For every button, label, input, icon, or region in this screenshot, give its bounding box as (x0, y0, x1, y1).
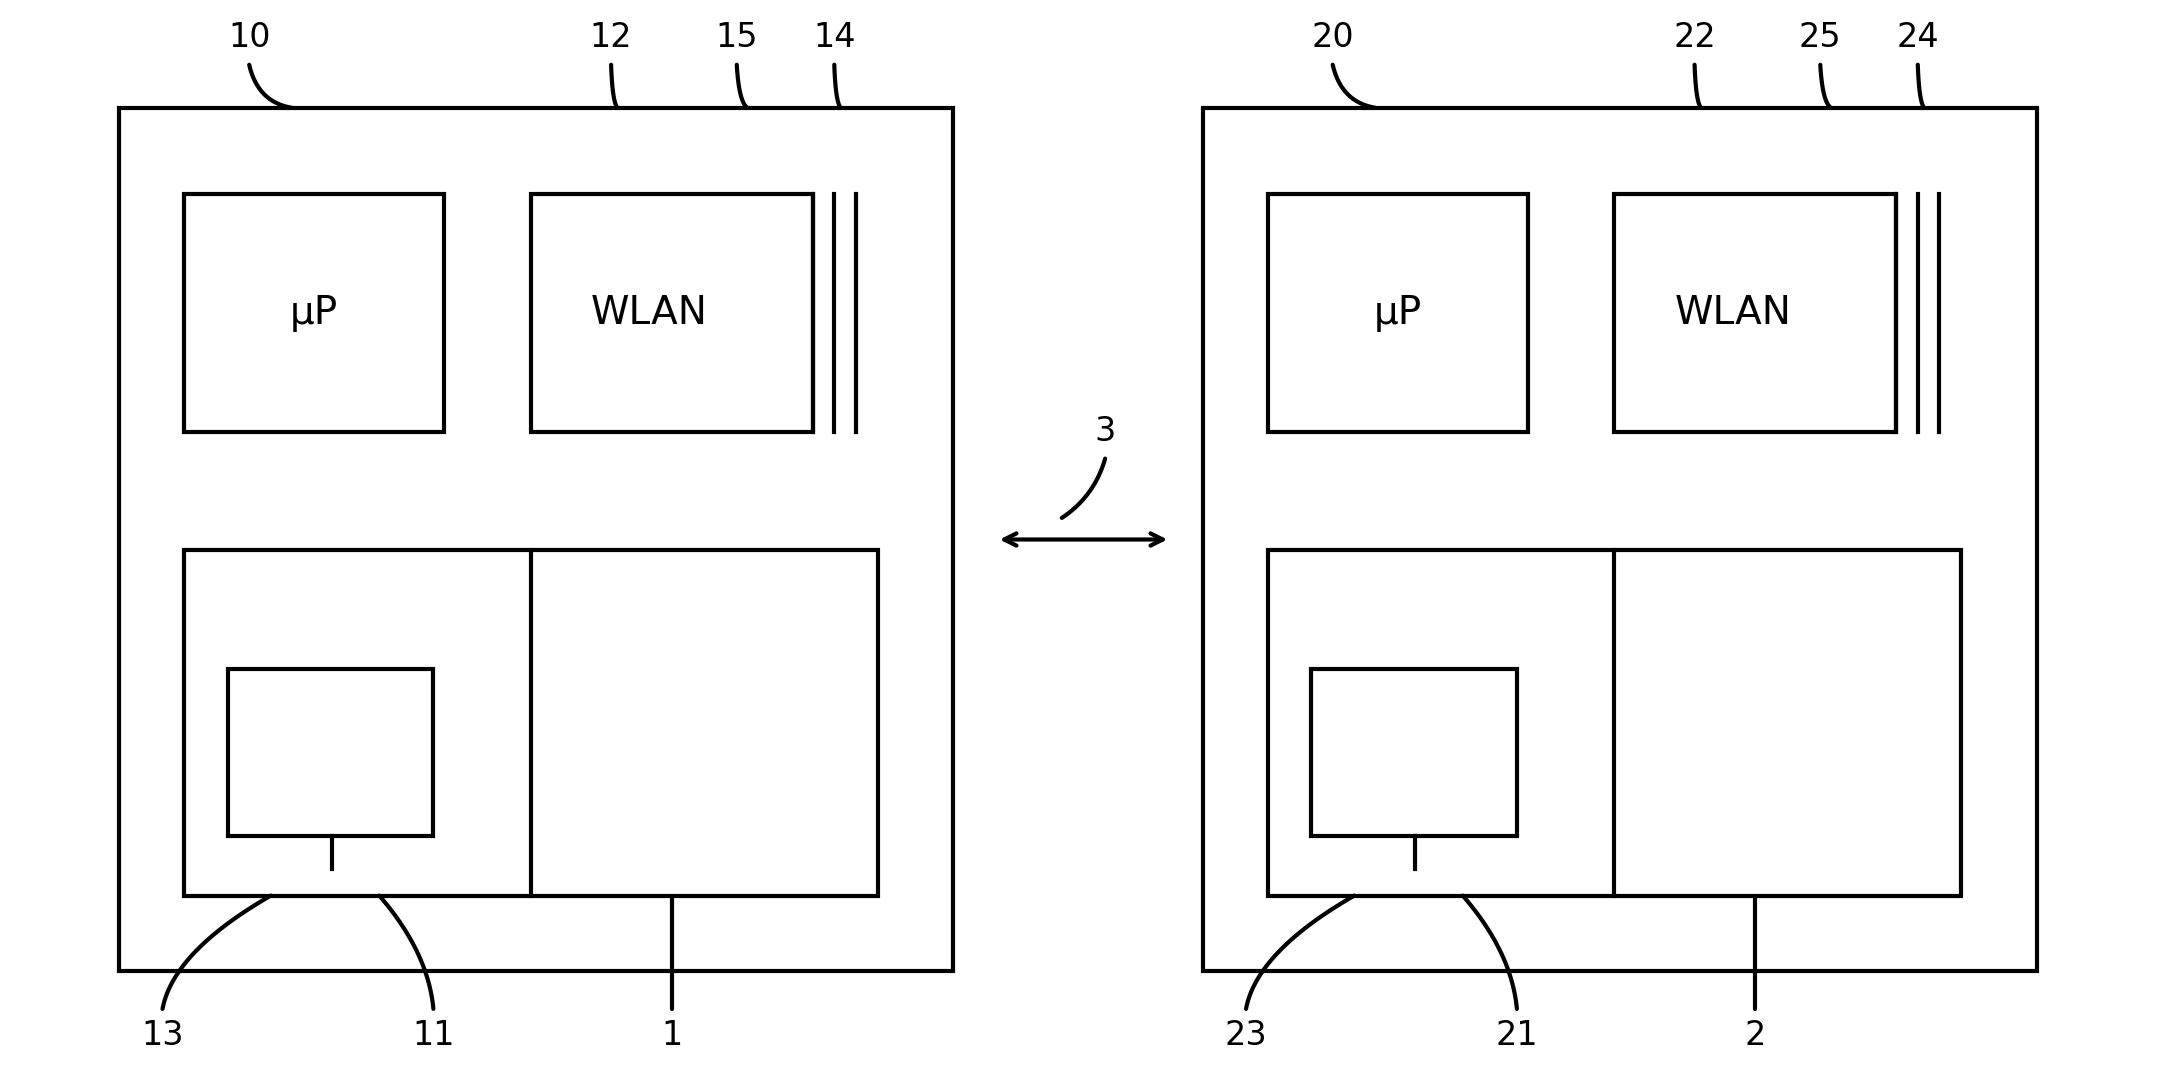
Text: 14: 14 (813, 22, 856, 54)
Bar (531, 194, 813, 432)
Text: μP: μP (1374, 293, 1422, 332)
Text: 22: 22 (1673, 22, 1716, 54)
Text: 2: 2 (1744, 1020, 1766, 1052)
Bar (1203, 108, 2037, 971)
Bar (1614, 194, 1896, 432)
Text: 20: 20 (1311, 22, 1354, 54)
Text: 12: 12 (589, 22, 633, 54)
Text: μP: μP (290, 293, 338, 332)
Bar (1268, 194, 1528, 432)
Text: 15: 15 (715, 22, 758, 54)
Text: 3: 3 (1094, 415, 1116, 448)
Bar (184, 550, 878, 896)
Bar (1268, 550, 1961, 896)
Text: 25: 25 (1799, 22, 1842, 54)
Bar (228, 669, 433, 836)
Bar (184, 194, 444, 432)
Text: 21: 21 (1495, 1020, 1539, 1052)
Text: 10: 10 (228, 22, 271, 54)
Text: 1: 1 (661, 1020, 683, 1052)
Bar (119, 108, 953, 971)
Text: 11: 11 (412, 1020, 455, 1052)
Text: WLAN: WLAN (1675, 293, 1792, 332)
Bar (1311, 669, 1517, 836)
Text: 24: 24 (1896, 22, 1939, 54)
Text: 13: 13 (141, 1020, 184, 1052)
Text: WLAN: WLAN (592, 293, 709, 332)
Text: 23: 23 (1224, 1020, 1268, 1052)
